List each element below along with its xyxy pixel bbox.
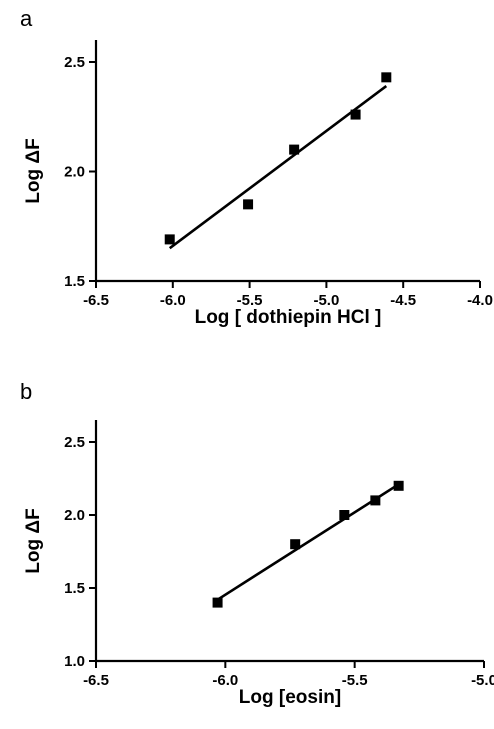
- chart-a-data-point: [350, 109, 361, 120]
- chart-b-x-tick-label: -6.0: [212, 672, 238, 689]
- chart-a-points: [164, 72, 392, 245]
- chart-b-y-tick-label: 2.0: [64, 507, 85, 524]
- chart-a-data-point: [289, 144, 300, 155]
- chart-b-data-point: [393, 480, 404, 491]
- chart-b-y-tick-label: 2.5: [64, 434, 85, 451]
- chart-b-ticks: -6.5 -6.0 -5.5 -5.0 1.0 1.5 2.0 2.5: [64, 434, 494, 689]
- panel-letter-b: b: [20, 379, 32, 404]
- chart-a-data-point: [243, 199, 254, 210]
- chart-b-data-point: [212, 597, 223, 608]
- chart-b: b -6.5 -6.0 -5.5 -5.0 1.0 1.5 2.0 2.5 Log [eosi…: [20, 379, 494, 708]
- chart-b-x-tick-label: -5.5: [342, 672, 368, 689]
- chart-a-ticks: -6.5 -6.0 -5.5 -5.0 -4.5 -4.0 1.5 2.0 2.5: [64, 54, 493, 309]
- chart-a-x-tick-label: -6.0: [160, 292, 186, 309]
- chart-a-x-tick-label: -4.5: [390, 292, 416, 309]
- chart-a-data-point: [164, 234, 175, 245]
- chart-a-x-tick-label: -4.0: [467, 292, 493, 309]
- chart-b-data-point: [339, 510, 350, 520]
- chart-b-x-axis-title: Log [eosin]: [239, 687, 341, 708]
- chart-a-y-tick-label: 2.5: [64, 54, 85, 71]
- chart-a-x-axis-title: Log [ dothiepin HCl ]: [195, 307, 382, 328]
- chart-b-data-point: [370, 495, 381, 506]
- panel-letter-a: a: [20, 6, 33, 31]
- chart-a-x-tick-label: -5.0: [313, 292, 339, 309]
- chart-a-data-point: [381, 72, 392, 83]
- chart-b-y-tick-label: 1.5: [64, 580, 85, 597]
- chart-b-fit-line-group: [216, 483, 400, 601]
- chart-b-x-tick-label: -5.0: [471, 672, 494, 689]
- chart-b-points: [212, 480, 404, 608]
- chart-a-fit-line-group: [168, 85, 388, 250]
- chart-a-x-tick-label: -5.5: [237, 292, 263, 309]
- chart-a: a -6.5 -6.0 -5.5 -5.0 -4.5 -4.0 1.5 2.0 2.5 Log …: [20, 6, 493, 328]
- chart-a-x-tick-label: -6.5: [83, 292, 109, 309]
- chart-b-y-axis-title: Log ΔF: [23, 508, 44, 573]
- chart-a-y-axis-title: Log ΔF: [23, 138, 44, 203]
- chart-a-y-tick-label: 1.5: [64, 273, 85, 290]
- chart-b-fit-line: [216, 483, 400, 601]
- chart-b-data-point: [290, 539, 301, 550]
- chart-b-x-tick-label: -6.5: [83, 672, 109, 689]
- chart-a-y-tick-label: 2.0: [64, 164, 85, 181]
- chart-a-fit-line: [168, 85, 388, 250]
- chart-b-y-tick-label: 1.0: [64, 653, 85, 670]
